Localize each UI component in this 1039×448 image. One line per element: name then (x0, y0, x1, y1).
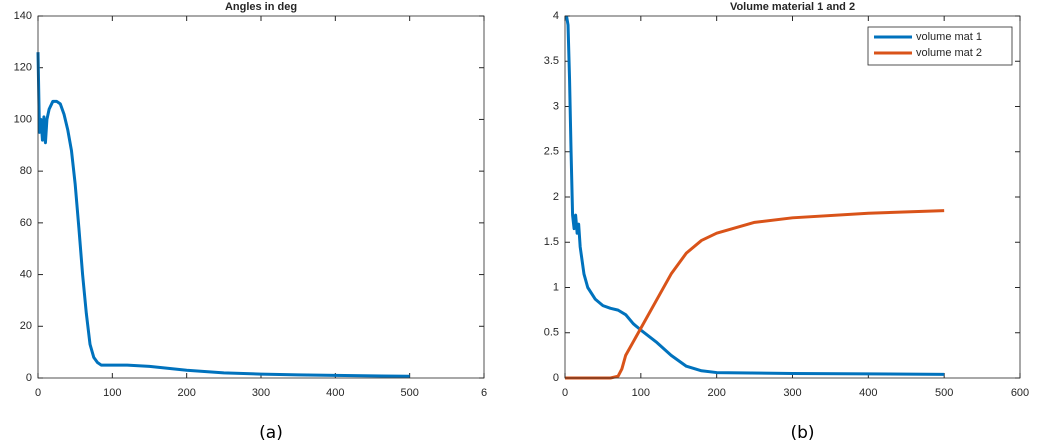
x-tick-label: 200 (177, 387, 195, 399)
axes-box (564, 15, 1021, 379)
plot-area (565, 16, 1020, 378)
legend-label: volume mat 2 (916, 47, 982, 59)
plot-area (38, 16, 484, 378)
x-tick-label: 0 (562, 387, 568, 399)
y-tick-label: 1 (553, 281, 559, 293)
chart-title: Volume material 1 and 2 (730, 1, 855, 13)
y-tick-label: 40 (20, 268, 32, 280)
x-tick-label: 300 (252, 387, 270, 399)
x-tick-label: 500 (400, 387, 418, 399)
chart-title: Angles in deg (225, 1, 297, 13)
x-tick-label: 300 (783, 387, 801, 399)
line (565, 209, 945, 380)
x-tick-label: 200 (707, 387, 725, 399)
line (36, 52, 410, 378)
x-tick-label: 600 (1011, 387, 1029, 399)
x-tick-label: 100 (103, 387, 121, 399)
caption: (b) (790, 423, 814, 443)
caption: (a) (259, 423, 283, 443)
x-tick-label: 400 (326, 387, 344, 399)
x-tick-label: 100 (632, 387, 650, 399)
y-tick-label: 120 (14, 62, 32, 74)
legend-label: volume mat 1 (916, 31, 982, 43)
x-tick-label: 6 (481, 387, 487, 399)
x-tick-label: 400 (859, 387, 877, 399)
y-tick-label: 1.5 (544, 236, 559, 248)
y-tick-label: 140 (14, 10, 32, 22)
y-tick-label: 3.5 (544, 55, 559, 67)
y-tick-label: 4 (553, 10, 559, 22)
y-tick-label: 60 (20, 217, 32, 229)
legend-box (867, 26, 1013, 66)
y-tick-label: 2.5 (544, 146, 559, 158)
y-tick-label: 80 (20, 165, 32, 177)
x-tick-label: 500 (935, 387, 953, 399)
x-tick-label: 0 (35, 387, 41, 399)
y-tick-label: 0 (553, 372, 559, 384)
y-tick-label: 20 (20, 320, 32, 332)
y-tick-label: 0.5 (544, 327, 559, 339)
y-tick-label: 0 (26, 372, 32, 384)
y-tick-label: 100 (14, 113, 32, 125)
y-tick-label: 2 (553, 191, 559, 203)
line (565, 15, 945, 376)
y-tick-label: 3 (553, 100, 559, 112)
axes-box (37, 15, 485, 379)
